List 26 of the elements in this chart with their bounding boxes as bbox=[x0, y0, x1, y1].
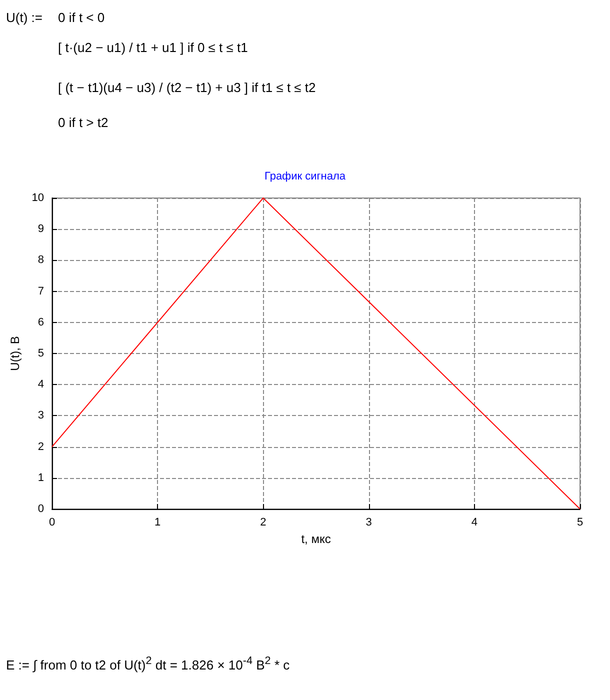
x-tick-label: 3 bbox=[366, 516, 372, 528]
y-tick-label: 0 bbox=[38, 503, 44, 515]
text: [ t·(u2 − u1) / t1 + u1 ] if 0 ≤ t ≤ t1 bbox=[58, 40, 248, 55]
text: 0 if t > t2 bbox=[58, 115, 108, 130]
y-tick-label: 10 bbox=[32, 192, 44, 204]
y-tick-label: 6 bbox=[38, 316, 44, 328]
x-tick-label: 1 bbox=[154, 516, 161, 528]
text: 0 if t < 0 bbox=[58, 10, 105, 25]
y-tick-label: 2 bbox=[38, 440, 44, 453]
text: U(t) := bbox=[6, 10, 42, 25]
text: E := ∫ from 0 to t2 of U(t)$^{2}$ dt = 1.826 × 10$^{-4}$ B$^{2}$ * c bbox=[6, 655, 290, 672]
text: [ (t − t1)(u4 − u3) / (t2 − t1) + u3 ] if t1 ≤ t ≤ t2 bbox=[58, 80, 316, 95]
y-tick-label: 7 bbox=[38, 285, 44, 298]
x-tick-label: 0 bbox=[48, 516, 56, 528]
y-tick-label: 5 bbox=[38, 348, 44, 360]
chart-title: График сигнала bbox=[264, 170, 346, 182]
x-axis-title: t, мкс bbox=[301, 532, 331, 546]
y-tick-label: 4 bbox=[38, 378, 44, 391]
x-tick-label: 4 bbox=[471, 516, 478, 528]
y-tick-label: 3 bbox=[38, 410, 44, 422]
y-tick-label: 1 bbox=[38, 472, 44, 484]
x-tick-label: 2 bbox=[260, 516, 266, 528]
x-tick-label: 5 bbox=[576, 516, 584, 528]
y-tick-label: 9 bbox=[38, 223, 44, 236]
y-axis-title: U(t), B bbox=[8, 336, 22, 371]
y-tick-label: 8 bbox=[38, 254, 44, 266]
